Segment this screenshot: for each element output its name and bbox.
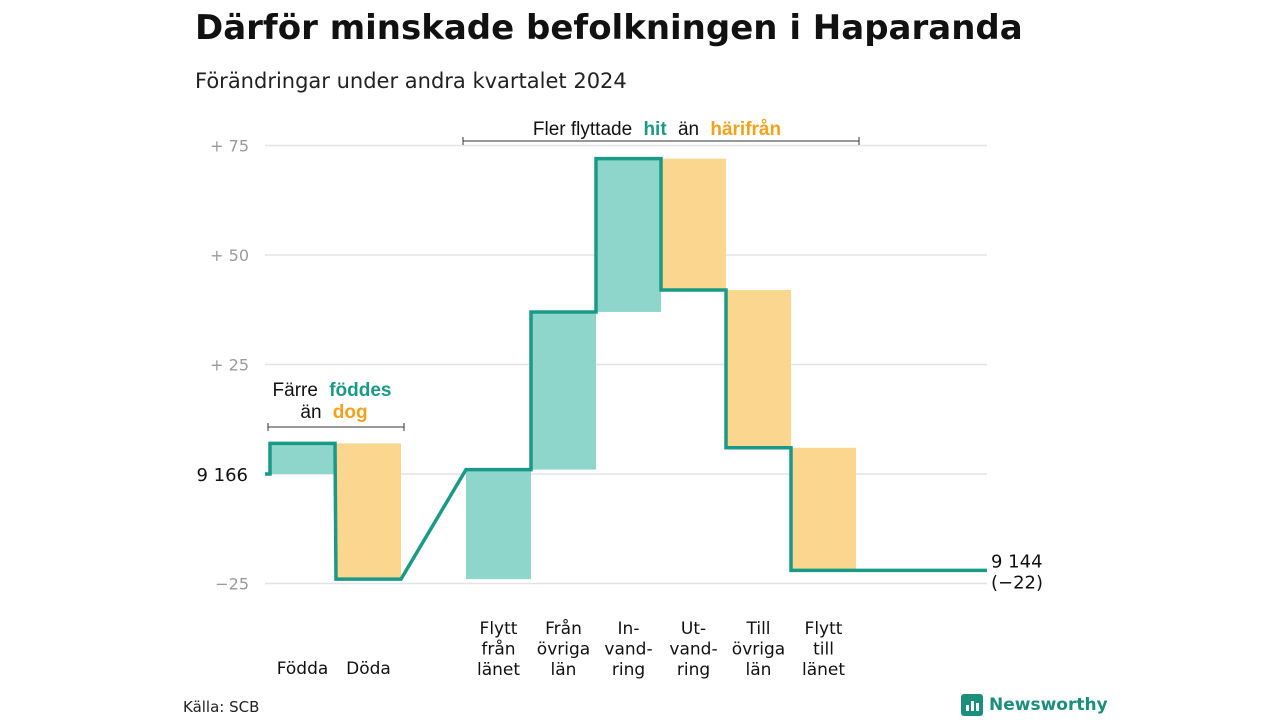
births-annotation-line1: Färre föddes [273, 380, 392, 401]
category-label: Flytt [805, 619, 843, 639]
bar-inflow [270, 443, 335, 474]
population-step-line [265, 156, 987, 581]
category-label: övriga [732, 640, 785, 660]
category-label: län [551, 660, 577, 680]
category-label: Flytt [480, 619, 518, 639]
births-annotation: Färre föddes än dog [267, 380, 405, 431]
category-label: ring [612, 660, 645, 680]
bars [270, 158, 856, 580]
source-note: Källa: SCB [183, 698, 260, 716]
end-change-label: (−22) [991, 572, 1043, 593]
start-value-label: 9 166 [196, 465, 248, 486]
step-line [265, 156, 987, 581]
category-label: vand- [669, 640, 717, 660]
bar-outflow [726, 290, 791, 448]
logo-text: Newsworthy [989, 695, 1108, 715]
category-label: Från [545, 618, 582, 639]
category-label: vand- [604, 640, 652, 660]
births-annotation-line2: än dog [300, 402, 367, 423]
category-label: län [746, 660, 772, 680]
category-label: till [813, 640, 834, 660]
category-label: övriga [537, 640, 590, 660]
category-label: Födda [277, 659, 329, 679]
category-label: In- [618, 619, 640, 639]
y-tick-label: + 25 [210, 356, 249, 375]
chart-bubble-icon [961, 694, 983, 716]
bar-outflow [791, 447, 856, 571]
end-value-label: 9 144 [991, 551, 1043, 572]
category-label: Döda [346, 659, 391, 679]
bar-inflow [531, 311, 596, 470]
page-title: Därför minskade befolkningen i Haparanda [195, 8, 1023, 48]
category-label: länet [802, 660, 845, 680]
bar-outflow [336, 443, 401, 580]
migration-annotation-text: Fler flyttade hit än härifrån [533, 119, 781, 140]
y-tick-label: −25 [215, 575, 249, 594]
bar-inflow [466, 469, 531, 580]
category-label: länet [477, 660, 520, 680]
y-tick-label: + 50 [210, 246, 249, 265]
category-label: Ut- [681, 619, 706, 639]
category-label: Till [745, 619, 770, 639]
bar-outflow [661, 158, 726, 291]
migration-annotation: Fler flyttade hit än härifrån [462, 119, 860, 145]
category-label: från [481, 639, 515, 660]
page-subtitle: Förändringar under andra kvartalet 2024 [195, 69, 627, 93]
category-label: ring [677, 660, 710, 680]
y-tick-label: + 75 [210, 137, 249, 156]
newsworthy-logo[interactable]: Newsworthy [961, 694, 1108, 716]
bar-inflow [596, 158, 661, 312]
